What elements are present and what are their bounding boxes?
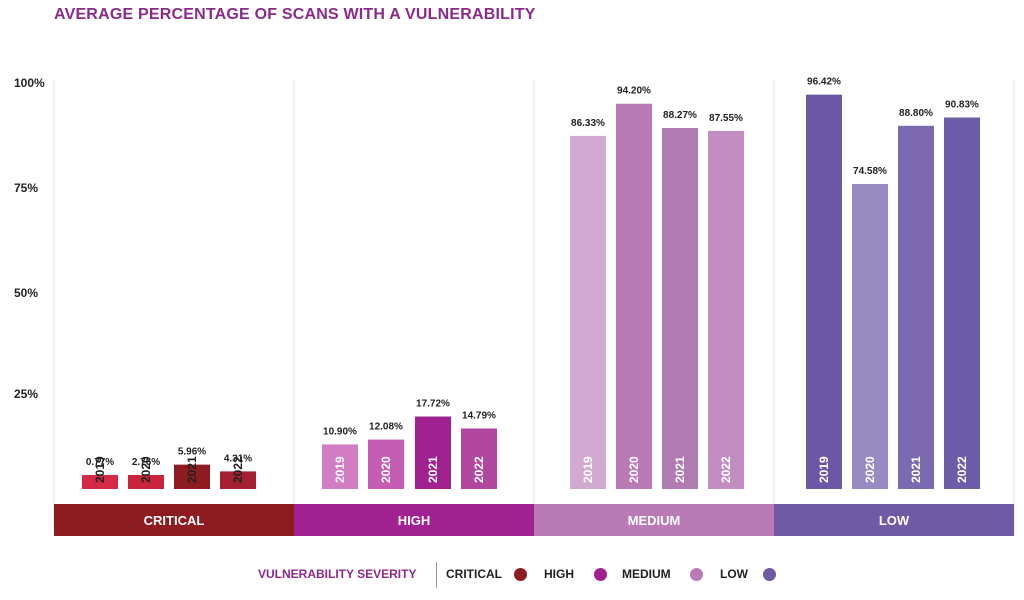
legend: VULNERABILITY SEVERITY CRITICAL HIGH MEDIU…	[0, 562, 1024, 588]
y-tick-label: 100%	[14, 76, 45, 90]
year-label: 2019	[581, 456, 595, 483]
bar	[806, 94, 842, 489]
data-label: 14.79%	[462, 411, 496, 422]
bar	[128, 475, 164, 489]
bar	[898, 125, 934, 490]
bar	[944, 117, 980, 489]
y-tick-label: 25%	[14, 387, 38, 401]
legend-item-label: LOW	[720, 567, 748, 581]
data-label: 12.08%	[369, 422, 403, 433]
year-label: 2020	[627, 456, 641, 483]
data-label: 88.80%	[899, 108, 933, 119]
bar	[616, 103, 652, 490]
year-label: 2022	[955, 456, 969, 483]
category-band	[774, 504, 1014, 536]
bar	[570, 135, 606, 490]
bar	[82, 475, 118, 489]
data-label: 4.31%	[224, 453, 252, 464]
data-label: 86.33%	[571, 118, 605, 129]
data-label: 0.77%	[86, 457, 114, 468]
legend-swatch	[514, 568, 527, 581]
data-label: 10.90%	[323, 426, 357, 437]
data-label: 90.83%	[945, 100, 979, 111]
year-label: 2021	[185, 456, 199, 483]
bar	[461, 428, 497, 489]
legend-swatch	[763, 568, 776, 581]
chart-title: AVERAGE PERCENTAGE OF SCANS WITH A VULNE…	[54, 6, 536, 23]
bar	[415, 416, 451, 489]
year-label: 2021	[673, 456, 687, 483]
category-band	[534, 504, 774, 536]
bar	[852, 183, 888, 489]
category-label: CRITICAL	[144, 513, 205, 528]
year-label: 2022	[472, 456, 486, 483]
bar	[220, 471, 256, 489]
legend-item-label: CRITICAL	[446, 567, 502, 581]
y-tick-label: 75%	[14, 181, 38, 195]
year-label: 2019	[817, 456, 831, 483]
legend-swatch	[690, 568, 703, 581]
data-label: 74.58%	[853, 166, 887, 177]
year-label: 2020	[139, 456, 153, 483]
year-label: 2020	[863, 456, 877, 483]
bar	[662, 127, 698, 489]
legend-item-label: MEDIUM	[622, 567, 671, 581]
legend-divider	[436, 562, 437, 588]
legend-item-label: HIGH	[544, 567, 574, 581]
y-tick-label: 50%	[14, 286, 38, 300]
category-band	[294, 504, 534, 536]
bar	[708, 130, 744, 489]
bar	[322, 444, 358, 489]
year-label: 2021	[426, 456, 440, 483]
data-label: 87.55%	[709, 113, 743, 124]
year-label: 2019	[93, 456, 107, 483]
category-band	[54, 504, 294, 536]
year-label: 2019	[333, 456, 347, 483]
year-label: 2020	[379, 456, 393, 483]
bar	[368, 439, 404, 489]
data-label: 94.20%	[617, 86, 651, 97]
legend-title: VULNERABILITY SEVERITY	[258, 567, 417, 581]
data-label: 17.72%	[416, 399, 450, 410]
data-label: 96.42%	[807, 77, 841, 88]
data-label: 2.76%	[132, 457, 160, 468]
year-label: 2021	[909, 456, 923, 483]
category-label: LOW	[879, 513, 910, 528]
data-label: 5.96%	[178, 447, 206, 458]
category-label: MEDIUM	[628, 513, 681, 528]
bar-chart: 100%75%50%25%0.77%2019 2.76%20205.96%2021…	[14, 76, 1015, 536]
data-label: 88.27%	[663, 110, 697, 121]
bar	[174, 464, 210, 489]
year-label: 2022	[231, 456, 245, 483]
category-label: HIGH	[398, 513, 431, 528]
year-label: 2022	[719, 456, 733, 483]
legend-swatch	[594, 568, 607, 581]
